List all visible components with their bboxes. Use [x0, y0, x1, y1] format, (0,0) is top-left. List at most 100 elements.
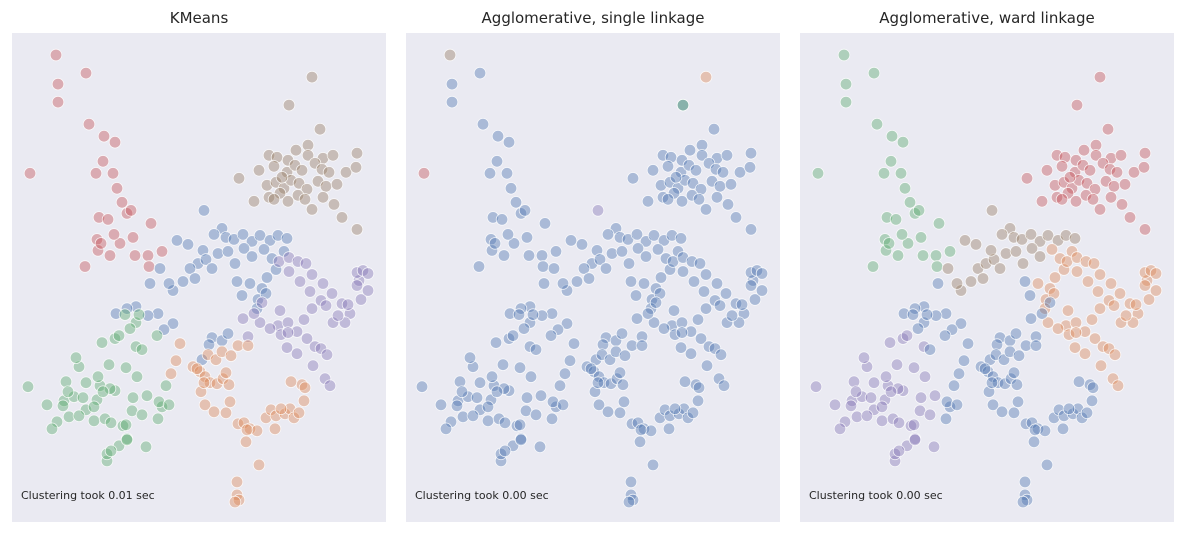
data-point-cluster-1 [262, 149, 276, 162]
data-point-cluster-1 [295, 164, 309, 177]
data-point-cluster-0 [903, 196, 917, 209]
data-point-cluster-5 [1085, 394, 1099, 408]
data-point-cluster-2 [141, 309, 155, 322]
data-point-cluster-0 [538, 217, 552, 230]
data-point-cluster-0 [513, 361, 527, 374]
data-point-cluster-2 [964, 275, 978, 288]
data-point-cluster-5 [954, 317, 968, 330]
data-point-cluster-3 [350, 279, 364, 292]
data-point-cluster-0 [894, 167, 908, 180]
data-point-cluster-5 [230, 475, 244, 489]
data-point-cluster-5 [985, 376, 999, 389]
data-point-cluster-5 [1018, 475, 1032, 489]
data-point-cluster-0 [513, 418, 527, 432]
data-point-cluster-0 [675, 326, 689, 339]
data-point-cluster-4 [152, 395, 166, 409]
data-point-cluster-5 [1019, 339, 1033, 352]
data-point-cluster-2 [253, 229, 267, 242]
data-point-cluster-3 [1149, 267, 1163, 280]
data-point-cluster-5 [591, 204, 605, 217]
data-point-cluster-3 [1111, 379, 1125, 392]
data-point-cluster-0 [622, 495, 636, 509]
data-point-cluster-0 [659, 252, 673, 265]
data-point-cluster-0 [646, 458, 660, 472]
data-point-cluster-4 [828, 398, 842, 412]
data-point-cluster-1 [316, 191, 330, 204]
data-point-cluster-1 [1110, 166, 1124, 179]
data-point-cluster-0 [943, 245, 957, 258]
data-point-cluster-4 [132, 308, 146, 321]
data-point-cluster-0 [661, 193, 675, 206]
data-point-cluster-1 [1063, 171, 1077, 184]
data-point-cluster-5 [1080, 406, 1094, 420]
data-point-cluster-0 [582, 272, 596, 285]
data-point-cluster-0 [497, 249, 511, 262]
data-point-cluster-0 [635, 330, 649, 343]
data-point-cluster-1 [275, 171, 289, 184]
data-point-cluster-3 [1093, 302, 1107, 315]
data-point-cluster-4 [847, 375, 861, 388]
data-point-cluster-4 [69, 351, 83, 364]
data-point-cluster-3 [1138, 279, 1152, 292]
data-point-cluster-0 [507, 237, 521, 250]
data-point-cluster-4 [95, 336, 109, 349]
data-point-cluster-1 [1104, 191, 1118, 204]
data-point-cluster-5 [1028, 423, 1042, 437]
data-point-cluster-0 [498, 444, 512, 458]
data-point-cluster-5 [1062, 402, 1076, 416]
data-point-cluster-5 [1012, 349, 1026, 362]
data-point-cluster-0 [624, 475, 638, 489]
data-point-cluster-0 [592, 398, 606, 412]
data-point-cluster-0 [584, 362, 598, 375]
data-point-cluster-0 [506, 329, 520, 342]
data-point-cluster-2 [205, 331, 219, 344]
data-point-cluster-0 [929, 249, 943, 262]
data-point-cluster-1 [281, 154, 295, 167]
data-point-cluster-2 [979, 257, 993, 270]
data-point-cluster-5 [939, 307, 953, 320]
data-point-cluster-3 [354, 293, 368, 306]
data-point-cluster-1 [327, 198, 341, 211]
data-point-cluster-3 [1041, 316, 1055, 329]
data-point-cluster-0 [709, 163, 723, 176]
data-point-cluster-0 [630, 312, 644, 325]
data-point-cluster-2 [984, 244, 998, 257]
panel-title-ward-linkage: Agglomerative, ward linkage [879, 9, 1095, 27]
data-point-cluster-2 [221, 327, 235, 340]
data-point-cluster-2 [1041, 229, 1055, 242]
data-point-cluster-0 [674, 166, 688, 179]
data-point-cluster-0 [524, 370, 538, 383]
data-point-cluster-0 [916, 249, 930, 262]
data-point-cluster-4 [104, 416, 118, 430]
data-point-cluster-3 [1068, 341, 1082, 354]
data-point-cluster-1 [1050, 191, 1064, 204]
data-point-cluster-0 [558, 367, 572, 380]
data-point-cluster-4 [162, 398, 176, 412]
data-point-cluster-5 [1086, 381, 1100, 394]
data-point-cluster-0 [700, 359, 714, 372]
data-point-cluster-4 [139, 440, 153, 454]
data-point-cluster-0 [879, 244, 893, 257]
data-point-cluster-1 [1040, 164, 1054, 177]
data-point-cluster-0 [895, 228, 909, 241]
data-point-cluster-4 [844, 399, 858, 413]
data-point-cluster-1 [281, 195, 295, 208]
data-point-cluster-0 [755, 267, 769, 280]
data-point-cluster-1 [247, 195, 261, 208]
data-point-cluster-1 [1079, 189, 1093, 202]
data-point-cluster-4 [45, 422, 59, 436]
data-point-cluster-0 [693, 257, 707, 270]
data-point-cluster-0 [641, 195, 655, 208]
data-point-cluster-0 [470, 391, 484, 404]
data-point-cluster-2 [993, 262, 1007, 275]
data-point-cluster-3 [316, 277, 330, 290]
data-point-cluster-2 [235, 289, 249, 302]
data-point-cluster-4 [126, 391, 140, 404]
data-point-cluster-0 [719, 287, 733, 300]
data-point-cluster-4 [923, 408, 937, 422]
data-point-cluster-3 [280, 341, 294, 354]
data-point-cluster-3 [290, 347, 304, 360]
data-point-cluster-0 [596, 338, 610, 351]
data-point-cluster-5 [250, 424, 264, 438]
